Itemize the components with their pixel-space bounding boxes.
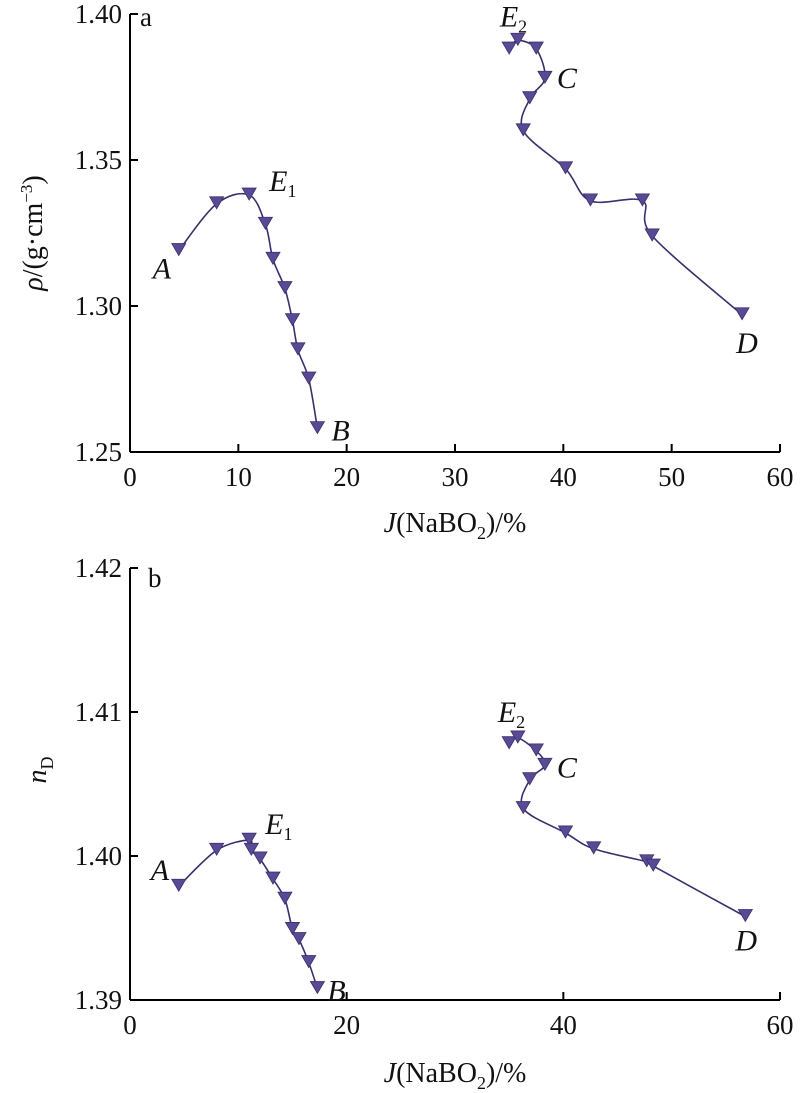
x-tick-label: 20 [333,1010,360,1040]
x-ticks: 0 10 20 30 40 50 60 [123,444,794,492]
series-line [178,192,319,429]
data-point [522,91,538,105]
point-labels: A E1 B E2 C D [151,0,758,447]
point-label-a: A [151,253,172,286]
x-tick-label: 30 [442,462,469,492]
panel-label: a [140,2,152,32]
data-point [265,251,281,266]
x-tick-label: 20 [333,462,360,492]
data-point [301,371,317,385]
panel-b-refractive-index-chart: b 0 20 40 60 1.39 1.40 1.41 1.42 A E1 B E2 C D J(Na… [22,553,794,1093]
x-tick-label: 10 [225,462,252,492]
y-tick-label: 1.41 [75,697,122,727]
series-markers [171,730,754,995]
data-point [284,313,301,327]
point-label-b: B [327,974,345,1007]
data-point [522,772,538,786]
y-tick-label: 1.40 [75,841,122,871]
x-tick-label: 60 [767,1010,794,1040]
data-point [537,757,553,772]
x-axis-title: J(NaBO2)/% [384,508,527,543]
y-axis-title: ρ/(g·cm−3) [17,175,49,292]
data-point [208,842,225,857]
data-point [644,228,660,242]
data-point [277,281,293,295]
data-point [241,187,257,201]
series-curves [178,39,743,429]
y-axis-title: nD [22,757,57,784]
data-point [290,342,306,356]
point-label-e2: E2 [497,696,525,732]
data-point [528,41,544,55]
point-label-b: B [331,415,349,448]
data-point [501,736,517,750]
data-point [510,32,526,47]
data-point [510,730,526,744]
x-tick-label: 60 [767,462,794,492]
data-point [557,161,574,175]
data-point [291,932,307,946]
point-label-c: C [557,751,578,784]
data-point [585,841,602,855]
point-label-e2: E2 [499,0,527,36]
x-tick-label: 0 [123,1010,137,1040]
y-ticks: 1.39 1.40 1.41 1.42 [75,553,138,1015]
data-point [301,955,317,969]
data-point [171,878,187,893]
data-point [528,743,544,757]
series-line [178,839,319,989]
data-point [277,891,293,905]
point-label-c: C [557,62,578,95]
point-label-e1: E1 [264,808,292,844]
x-tick-label: 40 [550,1010,577,1040]
data-point [252,851,268,865]
series-curves [178,736,746,989]
point-label-a: A [149,854,170,887]
point-label-d: D [735,327,758,360]
y-tick-label: 1.40 [75,0,122,29]
data-point [582,193,599,207]
point-labels: A E1 B E2 C D [149,696,758,1008]
data-point [208,196,225,210]
data-point [515,801,531,815]
data-point [265,871,281,885]
panel-label: b [148,563,162,593]
data-point [243,842,260,857]
x-ticks: 0 20 40 60 [123,992,794,1040]
data-point [634,193,651,207]
y-tick-label: 1.42 [75,553,122,583]
data-point [501,41,517,55]
data-point [515,123,531,137]
series-markers [171,32,750,435]
data-point [257,216,274,231]
data-point [734,307,750,321]
data-point [737,909,754,923]
data-point [645,858,661,872]
y-ticks: 1.25 1.30 1.35 1.40 [75,0,138,467]
x-tick-label: 40 [550,462,577,492]
data-point [171,243,187,257]
panel-a-density-chart: a 0 10 20 30 40 50 60 1.25 1.30 1.35 1.40 A E1 B E2 C… [17,0,794,543]
data-point [557,825,574,839]
data-point [309,421,326,435]
data-point [537,70,553,85]
y-tick-label: 1.35 [75,145,122,175]
data-point [284,922,301,936]
data-point [241,832,257,846]
data-point [309,981,326,995]
x-tick-label: 50 [658,462,685,492]
point-label-d: D [734,924,757,957]
x-tick-label: 0 [123,462,137,492]
y-tick-label: 1.30 [75,291,122,321]
y-tick-label: 1.25 [75,437,122,467]
point-label-e1: E1 [268,165,296,201]
x-axis-title: J(NaBO2)/% [384,1058,527,1093]
y-tick-label: 1.39 [75,985,122,1015]
